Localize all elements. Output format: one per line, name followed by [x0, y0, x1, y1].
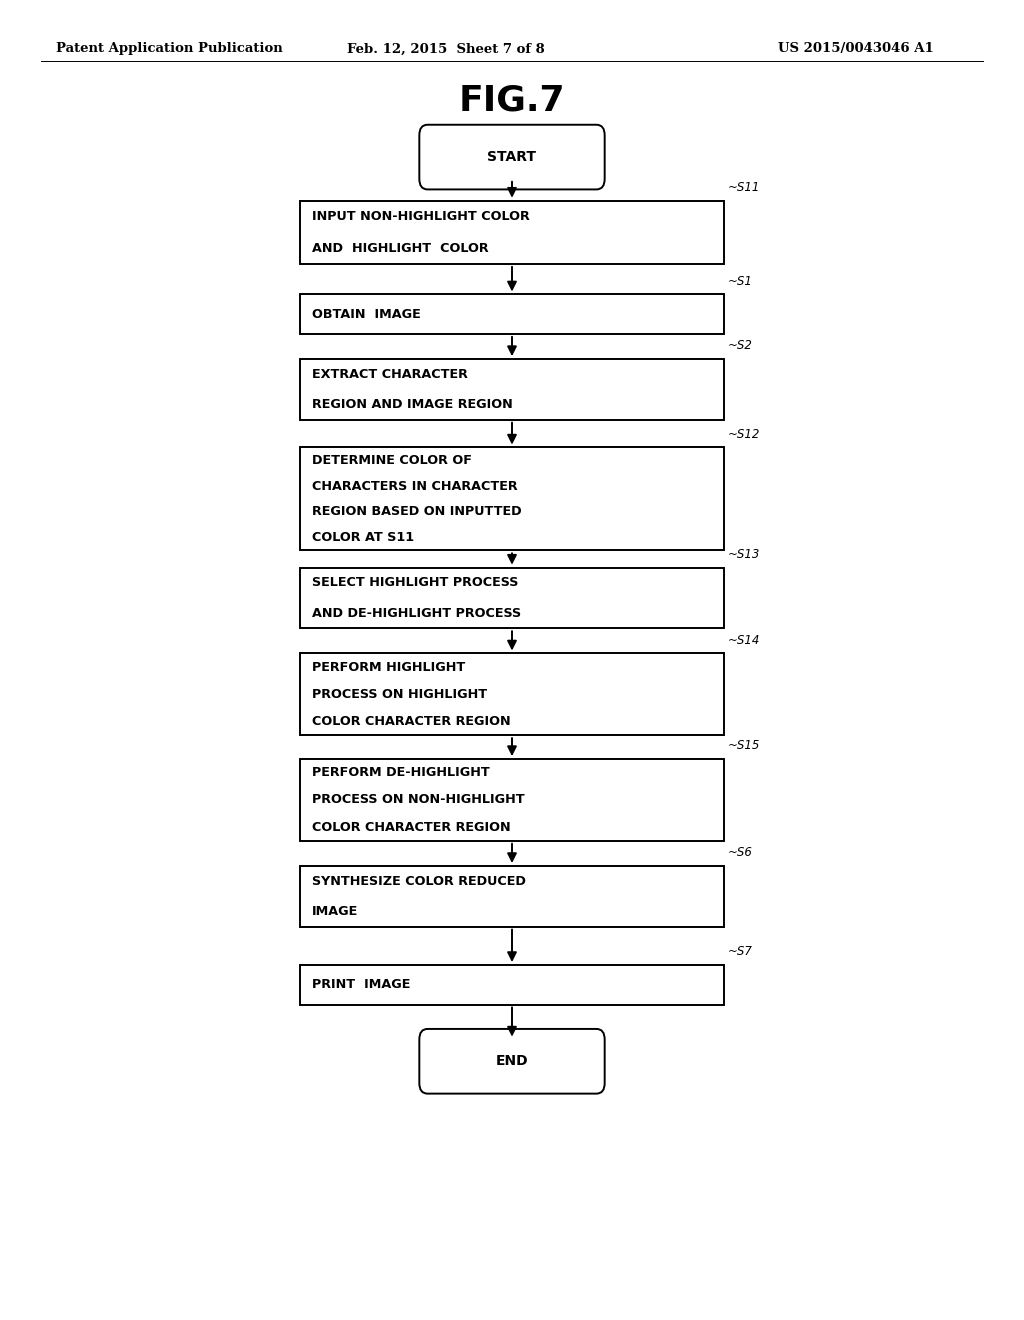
Text: Feb. 12, 2015  Sheet 7 of 8: Feb. 12, 2015 Sheet 7 of 8: [346, 42, 545, 55]
Text: INPUT NON-HIGHLIGHT COLOR: INPUT NON-HIGHLIGHT COLOR: [311, 210, 529, 223]
Text: ~S15: ~S15: [727, 739, 760, 752]
FancyBboxPatch shape: [420, 1030, 604, 1093]
Text: REGION AND IMAGE REGION: REGION AND IMAGE REGION: [311, 399, 513, 411]
Text: FIG.7: FIG.7: [459, 83, 565, 117]
Text: START: START: [487, 150, 537, 164]
Text: ~S2: ~S2: [727, 339, 753, 352]
Text: COLOR CHARACTER REGION: COLOR CHARACTER REGION: [311, 821, 510, 834]
Text: EXTRACT CHARACTER: EXTRACT CHARACTER: [311, 368, 468, 380]
Text: PROCESS ON HIGHLIGHT: PROCESS ON HIGHLIGHT: [311, 688, 487, 701]
Text: CHARACTERS IN CHARACTER: CHARACTERS IN CHARACTER: [311, 479, 517, 492]
Text: ~S11: ~S11: [727, 181, 760, 194]
Bar: [299, 568, 725, 628]
Text: DETERMINE COLOR OF: DETERMINE COLOR OF: [311, 454, 472, 467]
Text: SYNTHESIZE COLOR REDUCED: SYNTHESIZE COLOR REDUCED: [311, 875, 525, 887]
Bar: [299, 447, 725, 550]
FancyBboxPatch shape: [420, 124, 604, 189]
Text: END: END: [496, 1055, 528, 1068]
Bar: [299, 866, 725, 927]
Bar: [299, 359, 725, 420]
Text: ~S12: ~S12: [727, 428, 760, 441]
Text: REGION BASED ON INPUTTED: REGION BASED ON INPUTTED: [311, 506, 521, 519]
Text: ~S1: ~S1: [727, 275, 753, 288]
Text: PERFORM DE-HIGHLIGHT: PERFORM DE-HIGHLIGHT: [311, 766, 489, 779]
Text: ~S14: ~S14: [727, 634, 760, 647]
Text: PROCESS ON NON-HIGHLIGHT: PROCESS ON NON-HIGHLIGHT: [311, 793, 524, 807]
Text: PERFORM HIGHLIGHT: PERFORM HIGHLIGHT: [311, 660, 465, 673]
Bar: [299, 965, 725, 1005]
Bar: [299, 653, 725, 735]
Text: US 2015/0043046 A1: US 2015/0043046 A1: [778, 42, 934, 55]
Text: AND DE-HIGHLIGHT PROCESS: AND DE-HIGHLIGHT PROCESS: [311, 607, 521, 619]
Bar: [299, 759, 725, 841]
Text: OBTAIN  IMAGE: OBTAIN IMAGE: [311, 308, 421, 321]
Bar: [299, 201, 725, 264]
Text: COLOR AT S11: COLOR AT S11: [311, 531, 414, 544]
Text: ~S7: ~S7: [727, 945, 753, 958]
Text: ~S6: ~S6: [727, 846, 753, 859]
Text: AND  HIGHLIGHT  COLOR: AND HIGHLIGHT COLOR: [311, 242, 488, 255]
Text: COLOR CHARACTER REGION: COLOR CHARACTER REGION: [311, 715, 510, 729]
Bar: [299, 294, 725, 334]
Text: PRINT  IMAGE: PRINT IMAGE: [311, 978, 411, 991]
Text: SELECT HIGHLIGHT PROCESS: SELECT HIGHLIGHT PROCESS: [311, 577, 518, 589]
Text: IMAGE: IMAGE: [311, 906, 358, 917]
Text: Patent Application Publication: Patent Application Publication: [56, 42, 283, 55]
Text: ~S13: ~S13: [727, 548, 760, 561]
